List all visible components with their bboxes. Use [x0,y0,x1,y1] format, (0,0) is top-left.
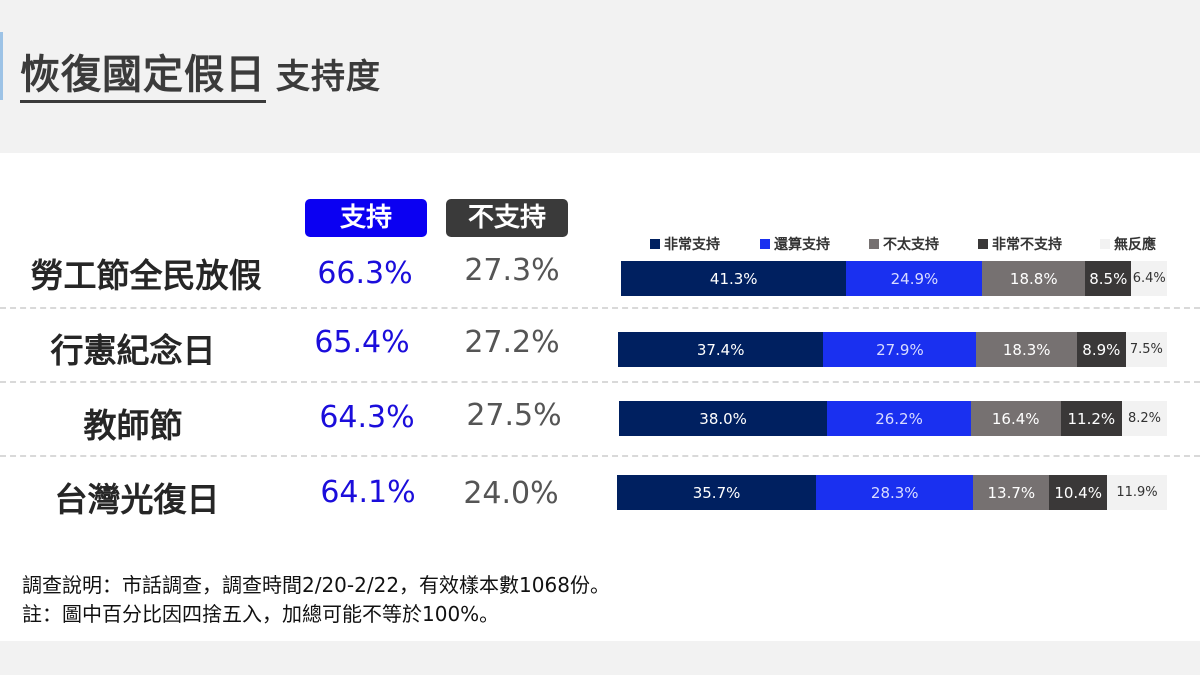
accent-bar [0,32,3,100]
segment-not-really-support: 16.4% [970,401,1061,436]
chart-area: 支持 不支持 非常支持 還算支持 不太支持 非常不支持 無反應 勞工節全民放假 … [0,153,1200,641]
not-support-badge: 不支持 [446,199,568,237]
segment-very-support: 41.3% [621,261,847,296]
row-label: 行憲紀念日 [50,331,216,370]
legend-swatch-icon [978,239,988,249]
segment-strongly-oppose: 8.9% [1076,332,1126,367]
legend-swatch-icon [869,239,879,249]
survey-note: 調查說明：市話調查，調查時間2/20-2/22，有效樣本數1068份。 [22,573,610,597]
segment-not-really-support: 13.7% [973,475,1050,510]
row-label: 台灣光復日 [54,480,220,519]
segment-very-support: 35.7% [617,475,817,510]
legend-swatch-icon [1100,239,1110,249]
legend-item-very-support: 非常支持 [650,234,720,254]
rounding-note: 註：圖中百分比因四捨五入，加總可能不等於100%。 [22,602,500,626]
row-divider [0,307,1200,309]
segment-not-really-support: 18.3% [976,332,1077,367]
segment-very-support: 38.0% [619,401,828,436]
segment-no-response: 8.2% [1122,401,1167,436]
legend-label: 不太支持 [883,237,939,253]
not-support-value: 27.2% [464,325,560,360]
legend-label: 還算支持 [774,237,830,253]
legend-item-no-response: 無反應 [1100,234,1156,254]
legend-swatch-icon [760,239,770,249]
page-title: 恢復國定假日 支持度 [20,42,381,103]
support-value: 65.4% [314,325,410,360]
stacked-bar: 41.3% 24.9% 18.8% 8.5% 6.4% [621,261,1167,296]
row-label: 教師節 [83,406,183,445]
title-sub: 支持度 [276,57,381,97]
legend-label: 非常支持 [664,237,720,253]
footer-band [0,641,1200,675]
support-badge: 支持 [305,199,427,237]
segment-strongly-oppose: 8.5% [1085,261,1132,296]
segment-not-really-support: 18.8% [982,261,1086,296]
segment-no-response: 11.9% [1107,475,1167,510]
segment-somewhat-support: 27.9% [823,332,977,367]
legend-label: 無反應 [1114,237,1156,253]
segment-somewhat-support: 28.3% [816,475,974,510]
support-value: 64.1% [320,475,416,510]
support-value: 64.3% [319,400,415,435]
header: 恢復國定假日 支持度 [0,0,1200,153]
not-support-value: 24.0% [463,476,559,511]
segment-no-response: 7.5% [1125,332,1167,367]
segment-strongly-oppose: 11.2% [1060,401,1123,436]
support-value: 66.3% [317,256,413,291]
segment-no-response: 6.4% [1131,261,1167,296]
not-support-value: 27.3% [464,253,560,288]
legend-swatch-icon [650,239,660,249]
row-divider [0,381,1200,383]
segment-very-support: 37.4% [618,332,824,367]
title-main: 恢復國定假日 [20,52,266,103]
segment-somewhat-support: 24.9% [846,261,983,296]
legend-item-not-really-support: 不太支持 [869,234,939,254]
segment-somewhat-support: 26.2% [827,401,971,436]
row-divider [0,455,1200,457]
legend-item-somewhat-support: 還算支持 [760,234,830,254]
not-support-value: 27.5% [466,398,562,433]
stacked-bar: 35.7% 28.3% 13.7% 10.4% 11.9% [617,475,1167,510]
stacked-bar: 37.4% 27.9% 18.3% 8.9% 7.5% [618,332,1167,367]
legend-item-strongly-oppose: 非常不支持 [978,234,1062,254]
stacked-bar: 38.0% 26.2% 16.4% 11.2% 8.2% [619,401,1167,436]
legend-label: 非常不支持 [992,237,1062,253]
segment-strongly-oppose: 10.4% [1049,475,1108,510]
row-label: 勞工節全民放假 [30,256,262,295]
